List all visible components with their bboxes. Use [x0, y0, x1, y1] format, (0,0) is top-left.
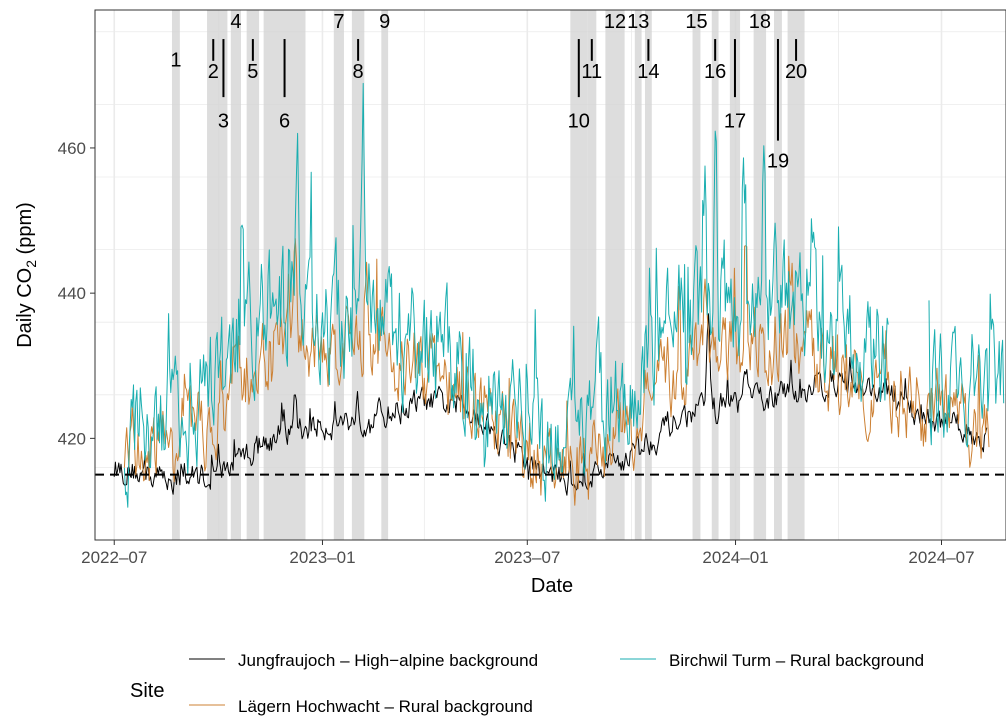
series-line-birchwil: [123, 82, 1005, 508]
y-axis-ticks: 420 440 460: [58, 139, 95, 448]
y-tick-label: 420: [58, 429, 86, 448]
event-band-8: [351, 10, 365, 540]
x-axis-ticks: 2022–07 2023–01 2023–07 2024–01 2024–07: [81, 540, 975, 567]
event-label-11: 11: [581, 61, 602, 83]
event-bands: [171, 10, 805, 540]
y-axis-label-subscript: 2: [23, 260, 39, 268]
x-tick-label: 2023–07: [494, 548, 560, 567]
legend-title: Site: [130, 680, 164, 702]
legend-label-jungfraujoch: Jungfraujoch – High−alpine background: [238, 651, 538, 670]
event-label-8: 8: [353, 61, 364, 83]
event-label-16: 16: [704, 61, 726, 83]
event-band-14: [644, 10, 652, 540]
event-label-2: 2: [208, 61, 219, 83]
event-band-19: [774, 10, 782, 540]
event-label-10: 10: [568, 110, 590, 132]
event-band-2: [207, 10, 220, 540]
x-axis-label: Date: [531, 575, 573, 597]
event-band-16: [711, 10, 719, 540]
event-label-17: 17: [724, 110, 746, 132]
event-band-3: [219, 10, 228, 540]
x-tick-label: 2024–07: [908, 548, 974, 567]
event-label-5: 5: [247, 61, 258, 83]
x-tick-label: 2023–01: [289, 548, 355, 567]
event-band-15: [692, 10, 701, 540]
event-label-15: 15: [685, 11, 707, 33]
event-band-4: [230, 10, 241, 540]
panel-border: [94, 9, 1006, 541]
event-label-1: 1: [170, 49, 181, 71]
event-label-4: 4: [230, 11, 241, 33]
event-band-13: [634, 10, 642, 540]
event-band-10: [570, 10, 588, 540]
y-tick-label: 440: [58, 284, 86, 303]
event-label-7: 7: [333, 11, 344, 33]
series-lines: [113, 82, 1005, 508]
event-label-14: 14: [637, 61, 659, 83]
event-band-1: [171, 10, 180, 540]
y-axis-label-unit: (ppm): [14, 202, 36, 260]
event-label-13: 13: [627, 11, 649, 33]
event-label-20: 20: [785, 61, 807, 83]
event-label-18: 18: [749, 11, 771, 33]
y-axis-label-main: Daily CO: [14, 268, 36, 348]
event-band-5: [246, 10, 260, 540]
legend-label-laegern: Lägern Hochwacht – Rural background: [238, 697, 533, 716]
event-label-19: 19: [767, 150, 789, 172]
event-label-12: 12: [604, 11, 626, 33]
event-label-9: 9: [379, 11, 390, 33]
event-band-9: [381, 10, 389, 540]
event-label-6: 6: [279, 110, 290, 132]
event-band-6: [263, 10, 306, 540]
series-line-jungfraujoch: [113, 313, 988, 496]
x-tick-label: 2022–07: [81, 548, 147, 567]
event-band-11: [587, 10, 597, 540]
y-axis-label: Daily CO2 (ppm): [14, 202, 39, 348]
x-tick-label: 2024–01: [702, 548, 768, 567]
event-band-18: [753, 10, 767, 540]
event-band-7: [333, 10, 344, 540]
event-band-20: [787, 10, 805, 540]
legend-label-birchwil: Birchwil Turm – Rural background: [669, 651, 924, 670]
legend: Site Jungfraujoch – High−alpine backgrou…: [130, 651, 924, 716]
event-label-3: 3: [218, 110, 229, 132]
y-tick-label: 460: [58, 139, 86, 158]
